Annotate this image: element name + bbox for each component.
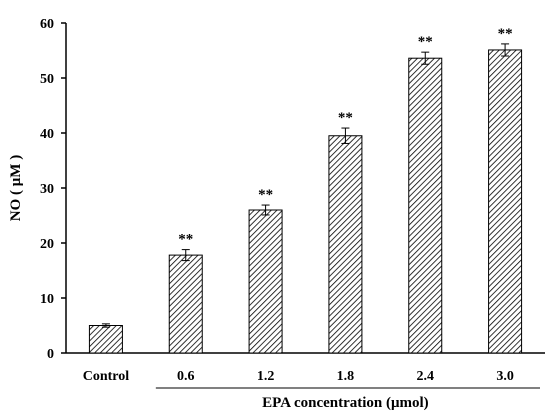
bar — [488, 49, 523, 354]
significance-label: ** — [498, 26, 513, 42]
error-bar — [101, 323, 110, 328]
error-bar — [341, 127, 350, 144]
error-bar — [261, 204, 270, 216]
significance-label: ** — [418, 34, 433, 50]
y-tick-label: 50 — [40, 72, 54, 87]
y-tick-label: 10 — [40, 292, 54, 307]
error-bar — [181, 249, 190, 262]
x-tick-label: Control — [83, 369, 130, 384]
y-tick-label: 0 — [47, 347, 54, 362]
bar — [328, 135, 363, 354]
bar — [408, 57, 443, 354]
bar — [88, 325, 123, 354]
y-tick-label: 40 — [40, 127, 54, 142]
error-bar — [421, 51, 430, 65]
x-tick-label: 2.4 — [417, 369, 435, 384]
significance-label: ** — [258, 187, 273, 203]
y-axis-title: NO ( μM ) — [8, 155, 24, 221]
y-tick-label: 20 — [40, 237, 54, 252]
x-tick-label: 0.6 — [177, 369, 195, 384]
x-axis-labels: Control 0.6 1.2 1.8 2.4 3.0 — [83, 369, 514, 384]
x-axis-title: EPA concentration (μmol) — [262, 395, 429, 411]
error-bar — [501, 43, 510, 57]
y-tick-label: 60 — [40, 17, 54, 32]
y-axis-ticks: 0 10 20 30 40 50 60 — [40, 17, 66, 362]
x-tick-label: 1.2 — [257, 369, 275, 384]
bar — [248, 209, 283, 354]
bar — [168, 254, 203, 354]
bars-group: ** ** ** ** ** — [88, 26, 523, 354]
significance-label: ** — [178, 232, 193, 248]
significance-label: ** — [338, 110, 353, 126]
x-tick-label: 3.0 — [496, 369, 514, 384]
x-tick-label: 1.8 — [337, 369, 355, 384]
y-tick-label: 30 — [40, 182, 54, 197]
